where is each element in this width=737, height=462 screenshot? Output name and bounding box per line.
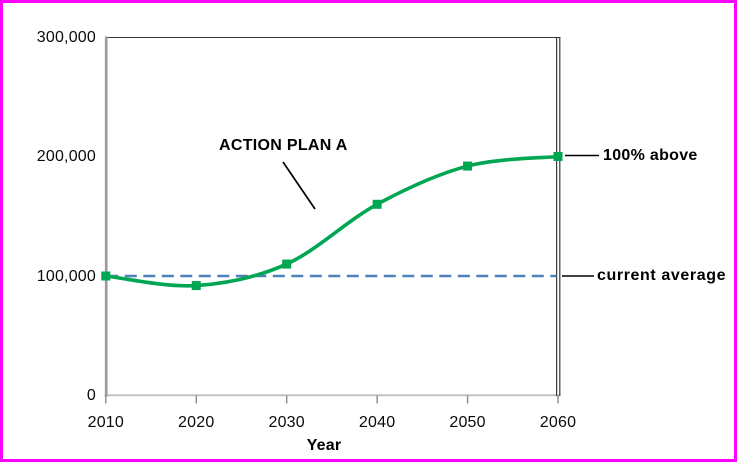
data-point-marker <box>282 259 292 269</box>
action-plan-a-line <box>104 154 560 288</box>
data-point-marker <box>191 281 201 291</box>
annotation-action-plan-a: ACTION PLAN A <box>219 137 348 154</box>
x-tick-label: 2010 <box>87 414 124 431</box>
x-tick-label: 2030 <box>268 414 305 431</box>
y-tick-label: 100,000 <box>36 267 96 285</box>
data-point-marker <box>101 271 111 281</box>
x-axis-title: Year <box>306 437 342 454</box>
x-tick-label: 2060 <box>539 414 577 431</box>
x-tick-label: 2040 <box>358 414 396 431</box>
x-tick-label: 2020 <box>178 414 215 431</box>
action-plan-a-pointer-line <box>282 161 316 210</box>
annotation-100-percent-above: 100% above <box>603 147 698 164</box>
x-tick-label: 2050 <box>449 414 486 431</box>
data-point-marker <box>553 152 563 161</box>
data-point-marker <box>372 199 382 209</box>
annotation-current-average: current average <box>597 267 727 284</box>
y-tick-label: 0 <box>86 387 96 404</box>
y-tick-label: 300,000 <box>36 28 96 46</box>
y-tick-label: 200,000 <box>36 148 96 165</box>
data-point-marker <box>463 161 473 171</box>
